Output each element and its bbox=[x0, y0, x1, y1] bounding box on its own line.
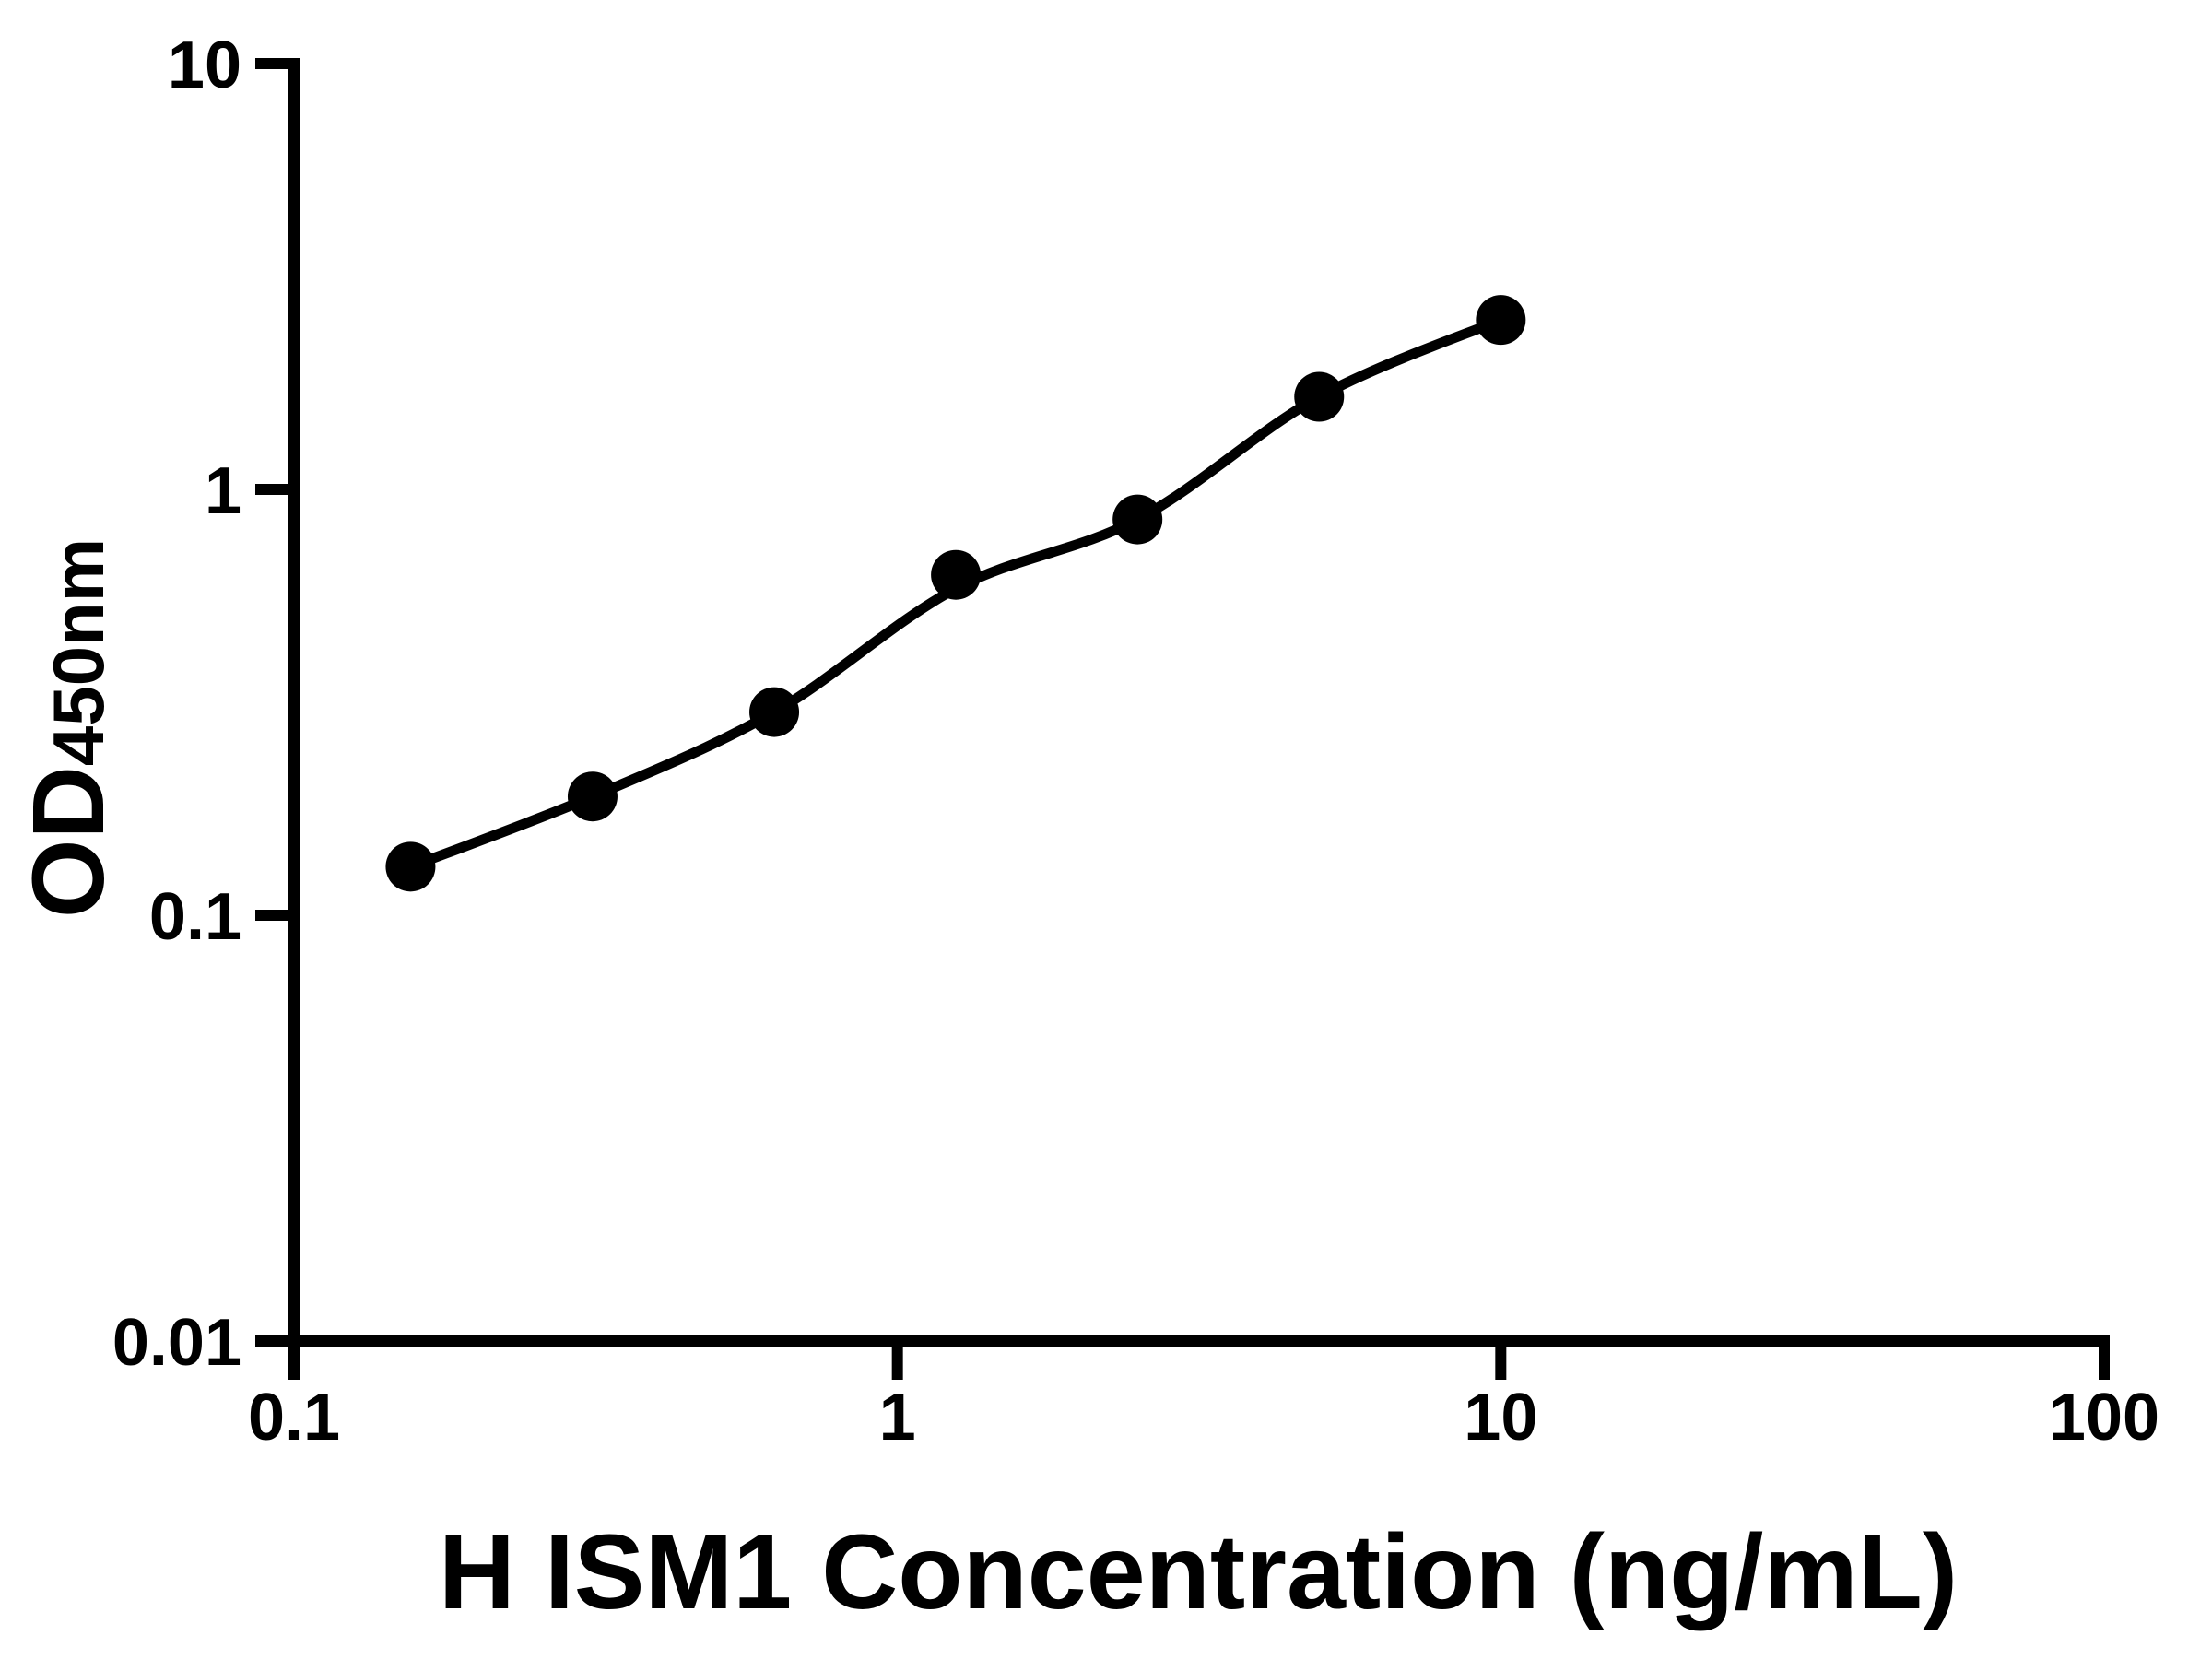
x-tick-label: 10 bbox=[1464, 1381, 1537, 1454]
data-point bbox=[567, 771, 618, 822]
x-axis-title: H ISM1 Concentration (ng/mL) bbox=[439, 1513, 1958, 1631]
x-tick-label: 100 bbox=[2049, 1381, 2159, 1454]
data-point bbox=[931, 549, 982, 600]
data-point bbox=[749, 687, 800, 737]
y-tick-label: 0.1 bbox=[149, 880, 241, 954]
y-tick-label: 0.01 bbox=[112, 1306, 241, 1380]
y-tick-label: 10 bbox=[168, 29, 241, 102]
data-point bbox=[385, 841, 436, 892]
x-tick-label: 1 bbox=[879, 1381, 916, 1454]
y-axis-title-main: OD bbox=[12, 766, 125, 918]
y-axis-title: OD450nm bbox=[12, 538, 125, 918]
y-tick-label: 1 bbox=[205, 454, 241, 528]
x-tick-label: 0.1 bbox=[248, 1381, 340, 1454]
data-point bbox=[1112, 494, 1163, 545]
axes bbox=[255, 58, 2110, 1380]
axis-ticks bbox=[255, 58, 2110, 1380]
data-point bbox=[1476, 295, 1526, 346]
data-point bbox=[1294, 371, 1345, 422]
data-points-layer bbox=[385, 295, 1526, 892]
y-axis-title-sub: 450nm bbox=[38, 538, 119, 766]
